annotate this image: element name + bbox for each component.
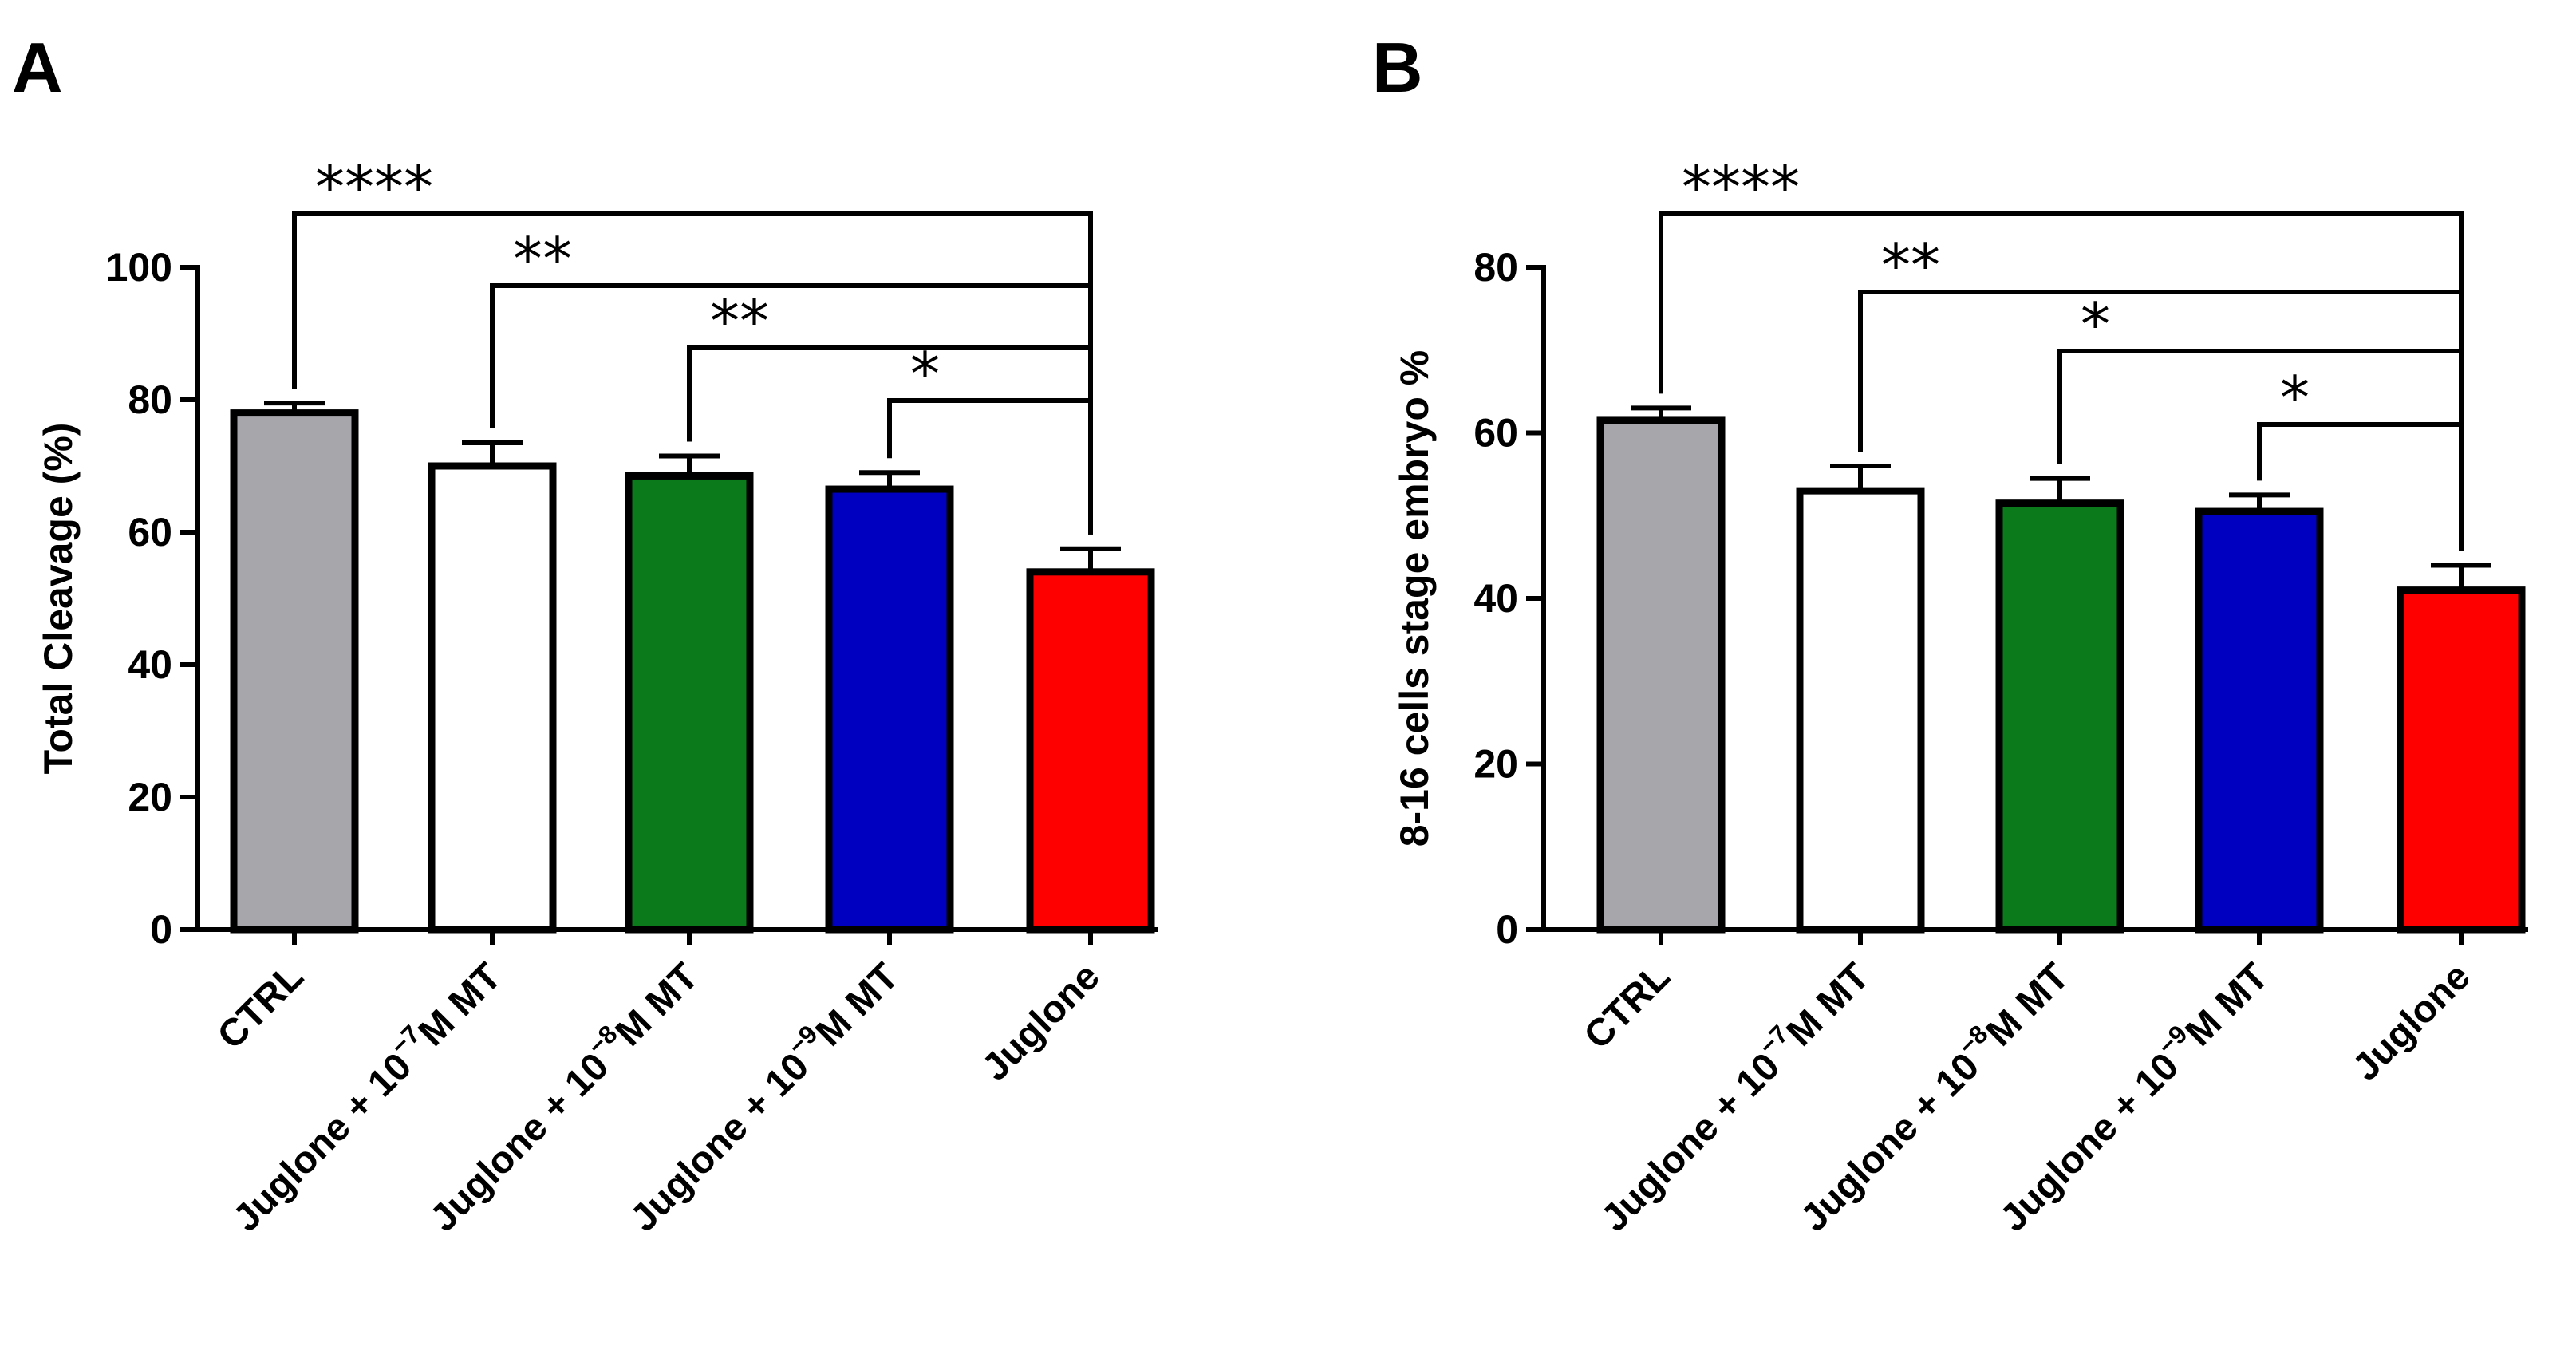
x-category-label: Juglone [2345, 955, 2479, 1089]
x-category-label: CTRL [210, 955, 312, 1057]
category-unit: M MT [1978, 955, 2077, 1054]
y-tick-label: 20 [1473, 742, 1518, 787]
significance-bracket [1858, 290, 2464, 551]
x-category-label: Juglone [974, 955, 1108, 1089]
y-tick-label: 0 [1496, 907, 1518, 952]
significance-label: * [910, 340, 940, 409]
significance-label: ** [513, 225, 572, 294]
category-text: Juglone + 10 [225, 1045, 420, 1240]
bar [1596, 416, 1726, 934]
panel-letter: B [1372, 28, 1423, 107]
bar [825, 485, 954, 934]
bar [625, 472, 754, 934]
significance-label: * [2081, 290, 2110, 359]
x-category-label: CTRL [1576, 955, 1679, 1057]
y-axis-title: Total Cleavage (%) [36, 423, 81, 775]
y-tick-label: 60 [128, 510, 172, 555]
panel-letter: A [12, 28, 63, 107]
category-text: Juglone + 10 [1992, 1045, 2187, 1240]
significance-label: **** [315, 153, 433, 222]
bar [1796, 487, 1925, 934]
bar [230, 409, 359, 934]
bar [428, 462, 557, 934]
bar [2397, 586, 2526, 934]
significance-label: ** [1881, 231, 1940, 300]
y-tick-label: 40 [1473, 576, 1518, 621]
significance-label: ** [710, 287, 769, 356]
bar [1995, 499, 2124, 934]
category-text: Juglone + 10 [1593, 1045, 1788, 1240]
y-tick-label: 20 [128, 775, 172, 819]
category-text: CTRL [210, 955, 312, 1057]
significance-bracket [2257, 422, 2464, 551]
y-tick-label: 40 [128, 642, 172, 687]
y-tick-label: 100 [106, 245, 172, 290]
y-tick-label: 0 [150, 907, 172, 952]
bar [2195, 507, 2324, 934]
category-unit: M MT [1779, 955, 1878, 1054]
significance-label: * [2280, 364, 2310, 432]
category-unit: M MT [2178, 955, 2277, 1054]
category-unit: M MT [608, 955, 707, 1054]
significance-bracket [887, 398, 1093, 535]
category-text: Juglone + 10 [422, 1045, 617, 1240]
significance-bracket [490, 283, 1093, 535]
y-tick-label: 80 [128, 377, 172, 422]
category-unit: M MT [411, 955, 510, 1054]
category-text: CTRL [1576, 955, 1679, 1057]
significance-label: **** [1682, 153, 1800, 222]
bar [1026, 568, 1155, 934]
category-text: Juglone [974, 955, 1108, 1089]
category-text: Juglone + 10 [1793, 1045, 1987, 1240]
y-tick-label: 60 [1473, 411, 1518, 456]
category-text: Juglone [2345, 955, 2479, 1089]
category-unit: M MT [808, 955, 907, 1054]
category-text: Juglone + 10 [622, 1045, 817, 1240]
y-axis-title: 8-16 cells stage embryo % [1392, 350, 1437, 847]
y-tick-label: 80 [1473, 245, 1518, 290]
